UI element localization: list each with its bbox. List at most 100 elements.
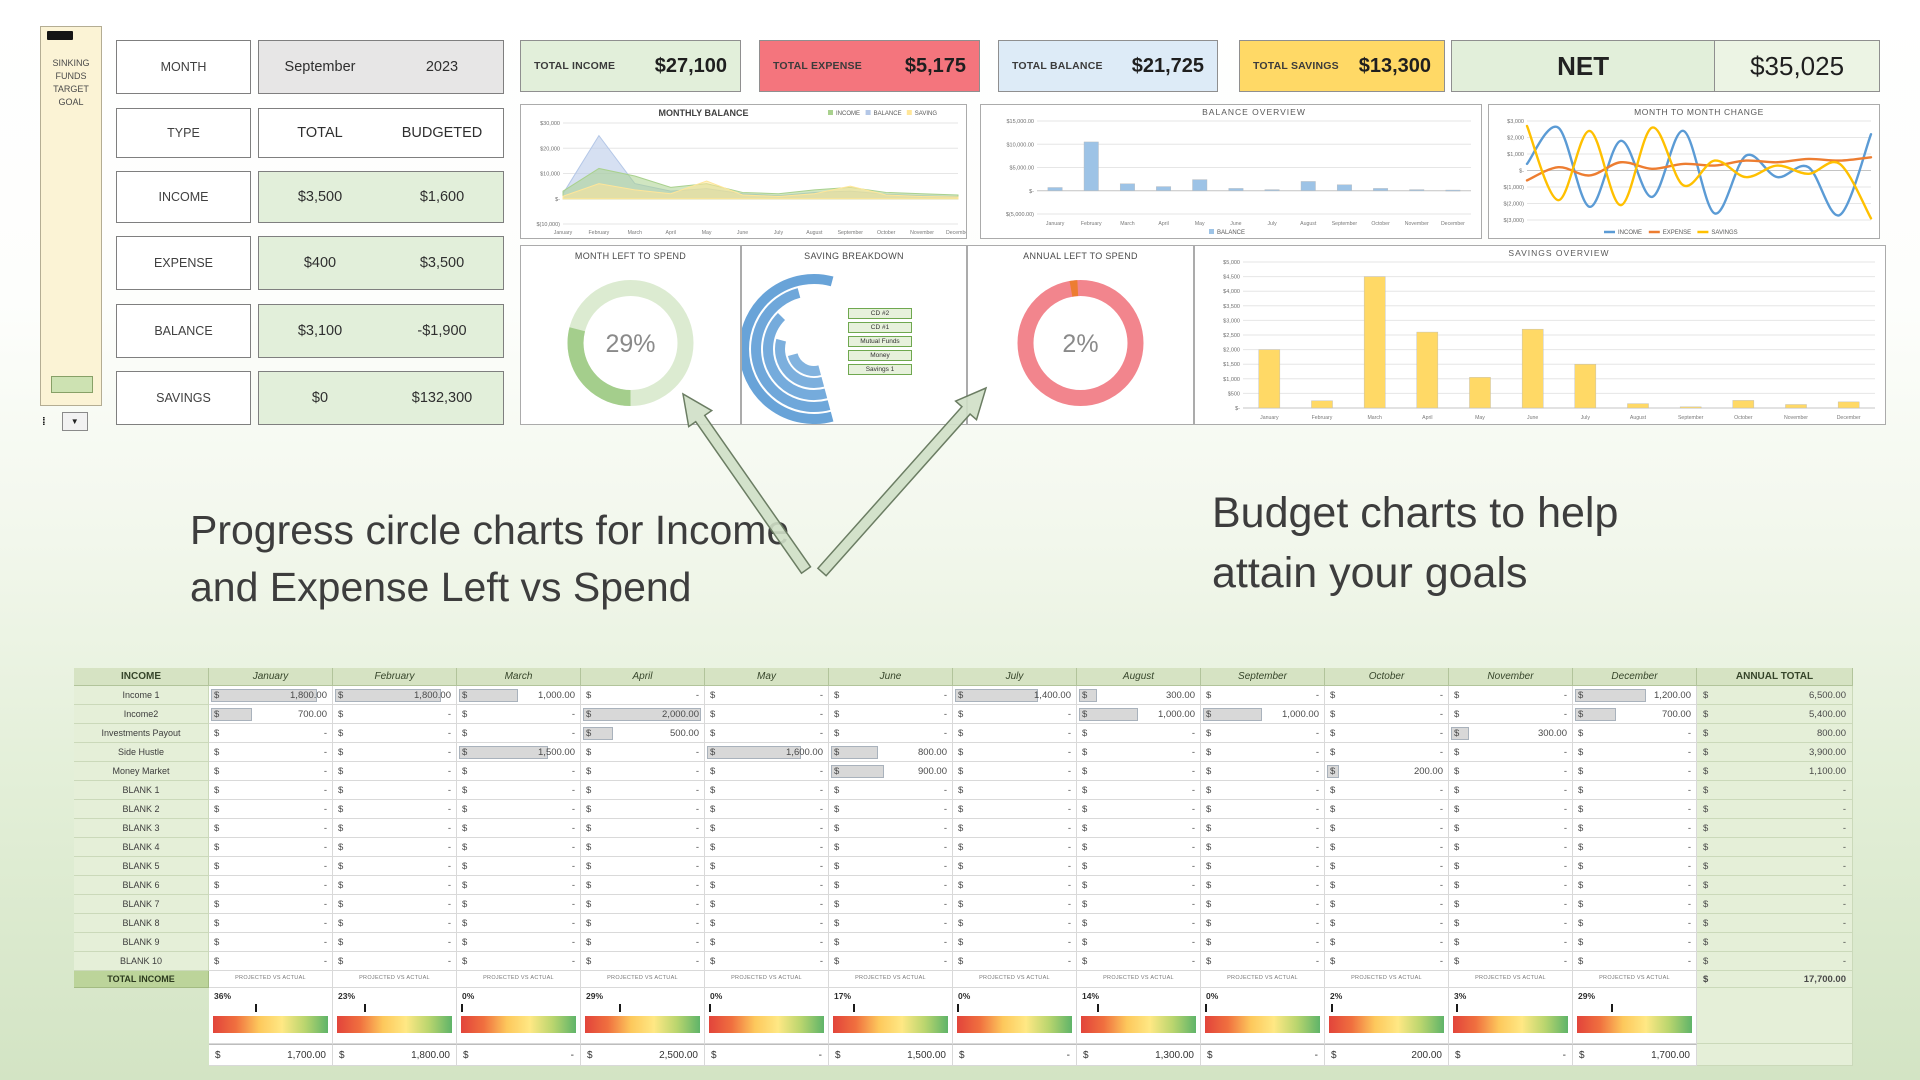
income-cell[interactable]: $ - xyxy=(829,895,953,914)
income-cell[interactable]: $ - xyxy=(209,762,333,781)
income-cell[interactable]: $ - xyxy=(457,876,581,895)
income-cell[interactable]: $ - xyxy=(209,800,333,819)
income-cell[interactable]: $ - xyxy=(1201,857,1325,876)
income-cell[interactable]: $ - xyxy=(457,762,581,781)
income-cell[interactable]: $ - xyxy=(705,724,829,743)
income-cell[interactable]: $ - xyxy=(1201,933,1325,952)
income-cell[interactable]: $ - xyxy=(829,857,953,876)
income-cell[interactable]: $ - xyxy=(333,762,457,781)
income-cell[interactable]: $ - xyxy=(1573,895,1697,914)
income-cell[interactable]: $ - xyxy=(1325,781,1449,800)
income-cell[interactable]: $ - xyxy=(953,762,1077,781)
income-cell[interactable]: $ - xyxy=(1077,952,1201,971)
income-cell[interactable]: $ - xyxy=(457,800,581,819)
income-cell[interactable]: $1,800.00 xyxy=(209,686,333,705)
income-cell[interactable]: $ - xyxy=(333,819,457,838)
income-cell[interactable]: $ - xyxy=(333,838,457,857)
income-cell[interactable]: $ - xyxy=(333,724,457,743)
income-cell[interactable]: $ - xyxy=(705,762,829,781)
income-cell[interactable]: $ - xyxy=(1573,914,1697,933)
income-cell[interactable]: $ - xyxy=(705,895,829,914)
income-cell[interactable]: $ - xyxy=(1325,743,1449,762)
income-cell[interactable]: $ - xyxy=(829,800,953,819)
income-cell[interactable]: $ - xyxy=(1201,838,1325,857)
income-cell[interactable]: $ - xyxy=(581,743,705,762)
income-cell[interactable]: $ - xyxy=(581,914,705,933)
income-cell[interactable]: $1,000.00 xyxy=(457,686,581,705)
income-cell[interactable]: $ - xyxy=(457,838,581,857)
income-cell[interactable]: $ - xyxy=(1201,800,1325,819)
income-cell[interactable]: $ - xyxy=(209,895,333,914)
income-cell[interactable]: $ - xyxy=(829,724,953,743)
income-cell[interactable]: $ - xyxy=(1573,724,1697,743)
income-cell[interactable]: $ - xyxy=(333,705,457,724)
income-cell[interactable]: $ - xyxy=(209,781,333,800)
income-cell[interactable]: $ - xyxy=(1573,800,1697,819)
income-cell[interactable]: $ - xyxy=(1077,933,1201,952)
income-cell[interactable]: $1,500.00 xyxy=(457,743,581,762)
income-cell[interactable]: $ - xyxy=(1449,952,1573,971)
income-cell[interactable]: $ - xyxy=(829,876,953,895)
income-cell[interactable]: $ - xyxy=(829,686,953,705)
income-cell[interactable]: $ - xyxy=(1449,800,1573,819)
income-cell[interactable]: $ - xyxy=(1449,819,1573,838)
income-cell[interactable]: $ - xyxy=(209,857,333,876)
income-cell[interactable]: $1,800.00 xyxy=(333,686,457,705)
income-cell[interactable]: $ - xyxy=(705,781,829,800)
income-cell[interactable]: $ - xyxy=(1449,895,1573,914)
income-cell[interactable]: $ - xyxy=(1449,857,1573,876)
income-cell[interactable]: $ - xyxy=(1573,762,1697,781)
income-cell[interactable]: $ - xyxy=(333,781,457,800)
income-cell[interactable]: $ - xyxy=(953,914,1077,933)
income-cell[interactable]: $ - xyxy=(1449,686,1573,705)
income-cell[interactable]: $ - xyxy=(457,914,581,933)
income-cell[interactable]: $ - xyxy=(1077,724,1201,743)
income-cell[interactable]: $ - xyxy=(1449,762,1573,781)
income-cell[interactable]: $ - xyxy=(209,724,333,743)
income-cell[interactable]: $ - xyxy=(581,876,705,895)
income-cell[interactable]: $ - xyxy=(581,838,705,857)
income-cell[interactable]: $ - xyxy=(953,705,1077,724)
income-cell[interactable]: $ - xyxy=(209,743,333,762)
income-cell[interactable]: $ - xyxy=(705,800,829,819)
income-cell[interactable]: $ - xyxy=(705,876,829,895)
income-cell[interactable]: $ - xyxy=(705,914,829,933)
income-cell[interactable]: $ - xyxy=(705,933,829,952)
income-cell[interactable]: $ - xyxy=(1077,838,1201,857)
income-cell[interactable]: $ - xyxy=(953,724,1077,743)
income-cell[interactable]: $ - xyxy=(1573,933,1697,952)
income-cell[interactable]: $ - xyxy=(705,857,829,876)
income-cell[interactable]: $ - xyxy=(1449,914,1573,933)
income-cell[interactable]: $ - xyxy=(209,876,333,895)
income-cell[interactable]: $ - xyxy=(953,895,1077,914)
income-cell[interactable]: $ - xyxy=(1201,686,1325,705)
income-cell[interactable]: $1,600.00 xyxy=(705,743,829,762)
income-cell[interactable]: $ - xyxy=(1077,876,1201,895)
income-cell[interactable]: $ - xyxy=(1201,914,1325,933)
income-cell[interactable]: $ - xyxy=(581,952,705,971)
income-cell[interactable]: $ - xyxy=(1201,743,1325,762)
income-cell[interactable]: $ - xyxy=(1573,857,1697,876)
income-cell[interactable]: $ - xyxy=(1449,743,1573,762)
income-cell[interactable]: $ - xyxy=(1201,781,1325,800)
income-cell[interactable]: $ - xyxy=(209,819,333,838)
income-cell[interactable]: $ - xyxy=(581,857,705,876)
income-cell[interactable]: $ - xyxy=(333,914,457,933)
income-cell[interactable]: $ - xyxy=(705,819,829,838)
income-cell[interactable]: $ - xyxy=(1201,952,1325,971)
income-cell[interactable]: $ - xyxy=(1077,914,1201,933)
income-cell[interactable]: $ - xyxy=(1077,819,1201,838)
income-cell[interactable]: $300.00 xyxy=(1449,724,1573,743)
income-cell[interactable]: $ - xyxy=(953,857,1077,876)
income-cell[interactable]: $ - xyxy=(333,952,457,971)
income-cell[interactable]: $1,400.00 xyxy=(953,686,1077,705)
summary-row-values[interactable]: $0 $132,300 xyxy=(258,371,504,425)
income-cell[interactable]: $ - xyxy=(333,895,457,914)
income-cell[interactable]: $1,200.00 xyxy=(1573,686,1697,705)
income-cell[interactable]: $ - xyxy=(1325,724,1449,743)
income-cell[interactable]: $ - xyxy=(1077,762,1201,781)
income-cell[interactable]: $ - xyxy=(1573,952,1697,971)
income-cell[interactable]: $ - xyxy=(209,838,333,857)
income-cell[interactable]: $ - xyxy=(457,819,581,838)
income-cell[interactable]: $ - xyxy=(457,857,581,876)
